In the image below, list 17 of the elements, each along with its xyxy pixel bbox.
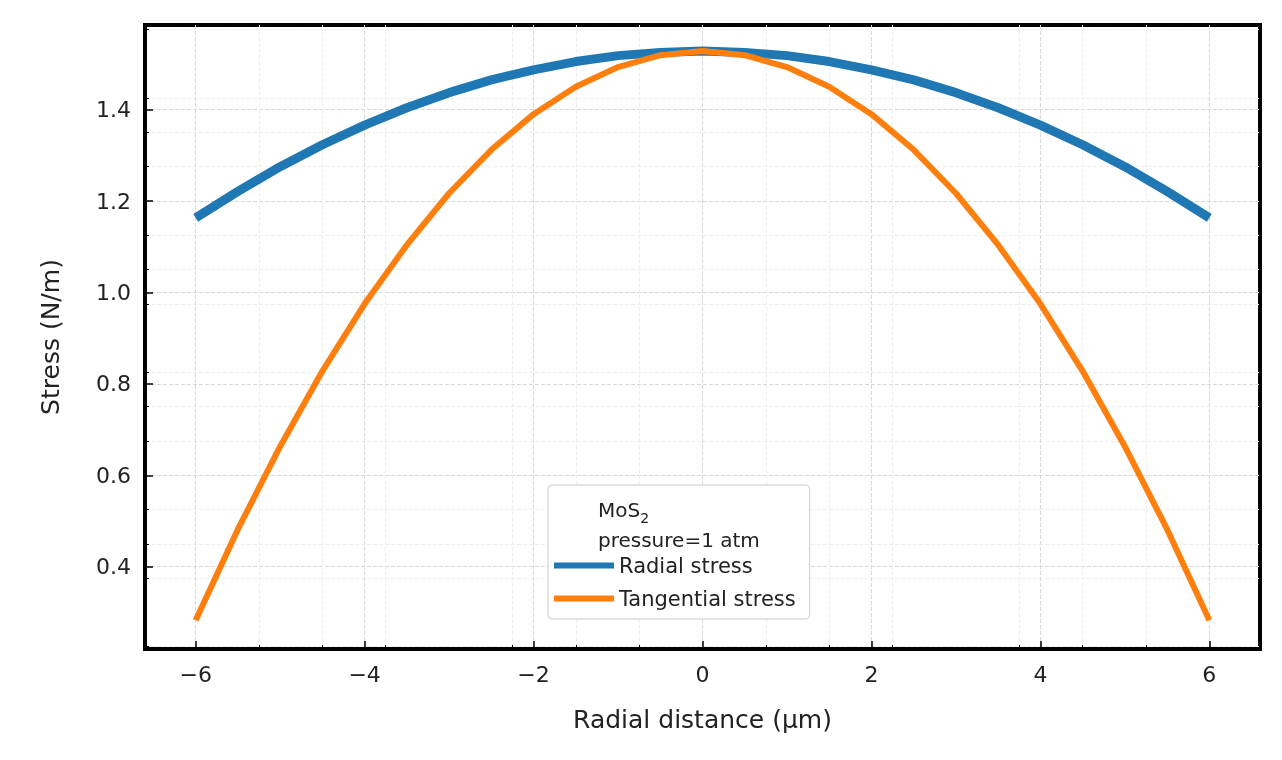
y-tick-label: 0.8 (96, 371, 131, 397)
y-tick-label: 1.2 (96, 188, 131, 214)
y-tick-label: 0.6 (96, 462, 131, 488)
legend-label: Radial stress (619, 553, 753, 578)
x-tick-label: 6 (1202, 661, 1217, 687)
y-axis-title: Stress (N/m) (36, 259, 65, 415)
x-tick-label: 0 (695, 661, 710, 687)
x-axis-title: Radial distance (μm) (573, 705, 832, 734)
y-tick-label: 0.4 (96, 554, 131, 580)
x-tick-label: −2 (517, 661, 550, 687)
x-tick-label: 4 (1033, 661, 1048, 687)
y-tick-label: 1.4 (96, 97, 131, 123)
legend-label: Tangential stress (618, 586, 796, 611)
y-tick-label: 1.0 (96, 279, 131, 305)
x-tick-label: −4 (348, 661, 381, 687)
x-tick-label: −6 (179, 661, 212, 687)
x-tick-label: 2 (864, 661, 879, 687)
